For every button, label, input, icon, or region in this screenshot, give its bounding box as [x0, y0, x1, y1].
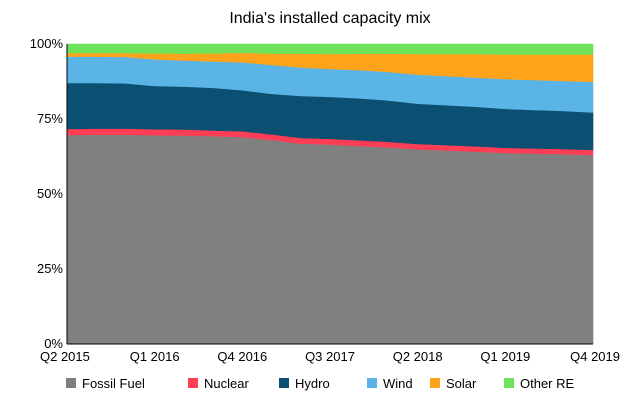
- x-tick-label: Q1 2016: [130, 349, 180, 364]
- area-layers: [66, 43, 594, 345]
- legend-swatch: [504, 378, 514, 388]
- area-fossil-fuel: [66, 134, 594, 345]
- legend-swatch: [367, 378, 377, 388]
- legend-label: Fossil Fuel: [82, 376, 145, 391]
- legend-swatch: [66, 378, 76, 388]
- x-tick-label: Q2 2018: [393, 349, 443, 364]
- x-axis-ticks: Q2 2015 Q1 2016 Q4 2016 Q3 2017 Q2 2018 Q1 20…: [40, 349, 620, 364]
- x-tick-label: Q2 2015: [40, 349, 90, 364]
- x-tick-label: Q4 2016: [217, 349, 267, 364]
- x-tick-label: Q3 2017: [305, 349, 355, 364]
- legend-label: Hydro: [295, 376, 330, 391]
- y-tick-label: 25%: [37, 261, 63, 276]
- legend-item-other-re: Other RE: [504, 376, 575, 391]
- legend-label: Other RE: [520, 376, 575, 391]
- y-tick-label: 100%: [30, 36, 64, 51]
- chart-title: India's installed capacity mix: [229, 10, 430, 27]
- legend: Fossil Fuel Nuclear Hydro Wind Solar Other RE: [66, 376, 575, 391]
- legend-item-fossil-fuel: Fossil Fuel: [66, 376, 145, 391]
- area-other-re: [66, 43, 594, 55]
- x-tick-label: Q4 2019: [570, 349, 620, 364]
- legend-label: Nuclear: [204, 376, 249, 391]
- legend-swatch: [188, 378, 198, 388]
- y-axis-ticks: 0% 25% 50% 75% 100%: [30, 36, 64, 351]
- y-tick-label: 75%: [37, 111, 63, 126]
- legend-item-wind: Wind: [367, 376, 413, 391]
- legend-label: Wind: [383, 376, 413, 391]
- legend-item-hydro: Hydro: [279, 376, 330, 391]
- x-tick-label: Q1 2019: [480, 349, 530, 364]
- legend-swatch: [430, 378, 440, 388]
- legend-label: Solar: [446, 376, 477, 391]
- y-tick-label: 0%: [44, 336, 63, 351]
- axes: [66, 44, 593, 345]
- y-tick-label: 50%: [37, 186, 63, 201]
- legend-swatch: [279, 378, 289, 388]
- legend-item-solar: Solar: [430, 376, 477, 391]
- legend-item-nuclear: Nuclear: [188, 376, 249, 391]
